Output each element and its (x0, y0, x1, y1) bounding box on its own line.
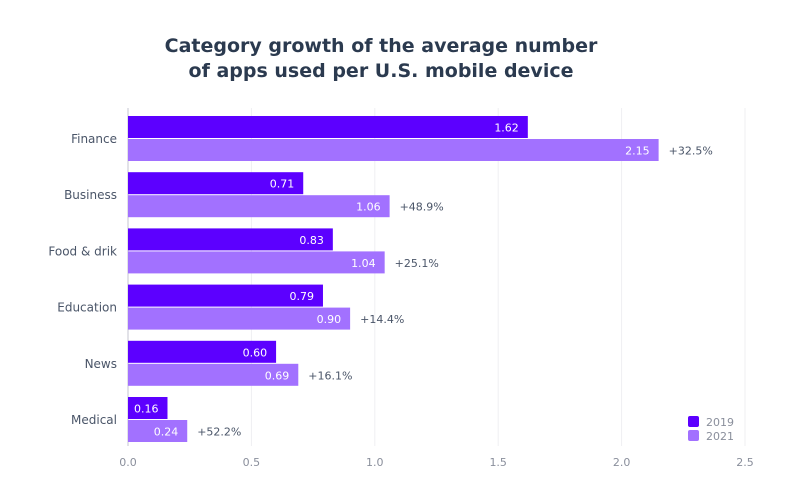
bar-2021 (128, 363, 299, 386)
data-label: 0.16 (134, 403, 159, 416)
category-label: Education (57, 301, 117, 315)
data-label: 0.71 (270, 178, 295, 191)
legend-swatch (688, 416, 699, 427)
x-tick-label: 0.0 (119, 456, 137, 469)
category-label: Finance (71, 132, 117, 146)
data-label: 0.90 (317, 313, 342, 326)
data-label: 1.06 (356, 201, 381, 214)
bar-2019 (128, 340, 277, 363)
bar-2019 (128, 228, 333, 251)
growth-label: +48.9% (400, 201, 444, 214)
x-tick-label: 1.5 (489, 456, 507, 469)
legend-swatch (688, 430, 699, 441)
growth-label: +16.1% (308, 369, 352, 382)
chart-title: Category growth of the average number of… (0, 34, 762, 84)
x-tick-label: 0.5 (243, 456, 261, 469)
bar-2019 (128, 172, 304, 195)
growth-label: +32.5% (669, 145, 713, 158)
growth-label: +14.4% (360, 313, 404, 326)
category-label: Business (64, 188, 117, 202)
data-label: 0.83 (299, 234, 324, 247)
title-line-2: of apps used per U.S. mobile device (188, 60, 574, 82)
data-label: 2.15 (625, 145, 650, 158)
legend-label: 2021 (706, 430, 734, 443)
data-label: 0.79 (289, 290, 314, 303)
growth-label: +25.1% (395, 257, 439, 270)
bar-2021 (128, 420, 188, 442)
legend-label: 2019 (706, 416, 734, 429)
growth-label: +52.2% (197, 426, 241, 439)
data-label: 0.60 (243, 346, 268, 359)
data-label: 0.69 (265, 369, 290, 382)
bar-2019 (128, 284, 323, 307)
bar-2021 (128, 251, 385, 274)
x-tick-label: 1.0 (366, 456, 384, 469)
category-label: Food & drik (48, 244, 117, 258)
data-label: 1.62 (494, 122, 519, 135)
x-tick-label: 2.5 (736, 456, 754, 469)
bar-2019 (128, 116, 528, 138)
title-line-1: Category growth of the average number (164, 35, 598, 57)
x-tick-label: 2.0 (613, 456, 631, 469)
bar-2019 (128, 397, 168, 419)
bar-2021 (128, 307, 351, 330)
category-label: News (85, 357, 117, 371)
data-label: 0.24 (154, 426, 179, 439)
bar-2021 (128, 139, 659, 161)
data-label: 1.04 (351, 257, 376, 270)
category-label: Medical (71, 413, 117, 427)
bar-2021 (128, 195, 390, 218)
